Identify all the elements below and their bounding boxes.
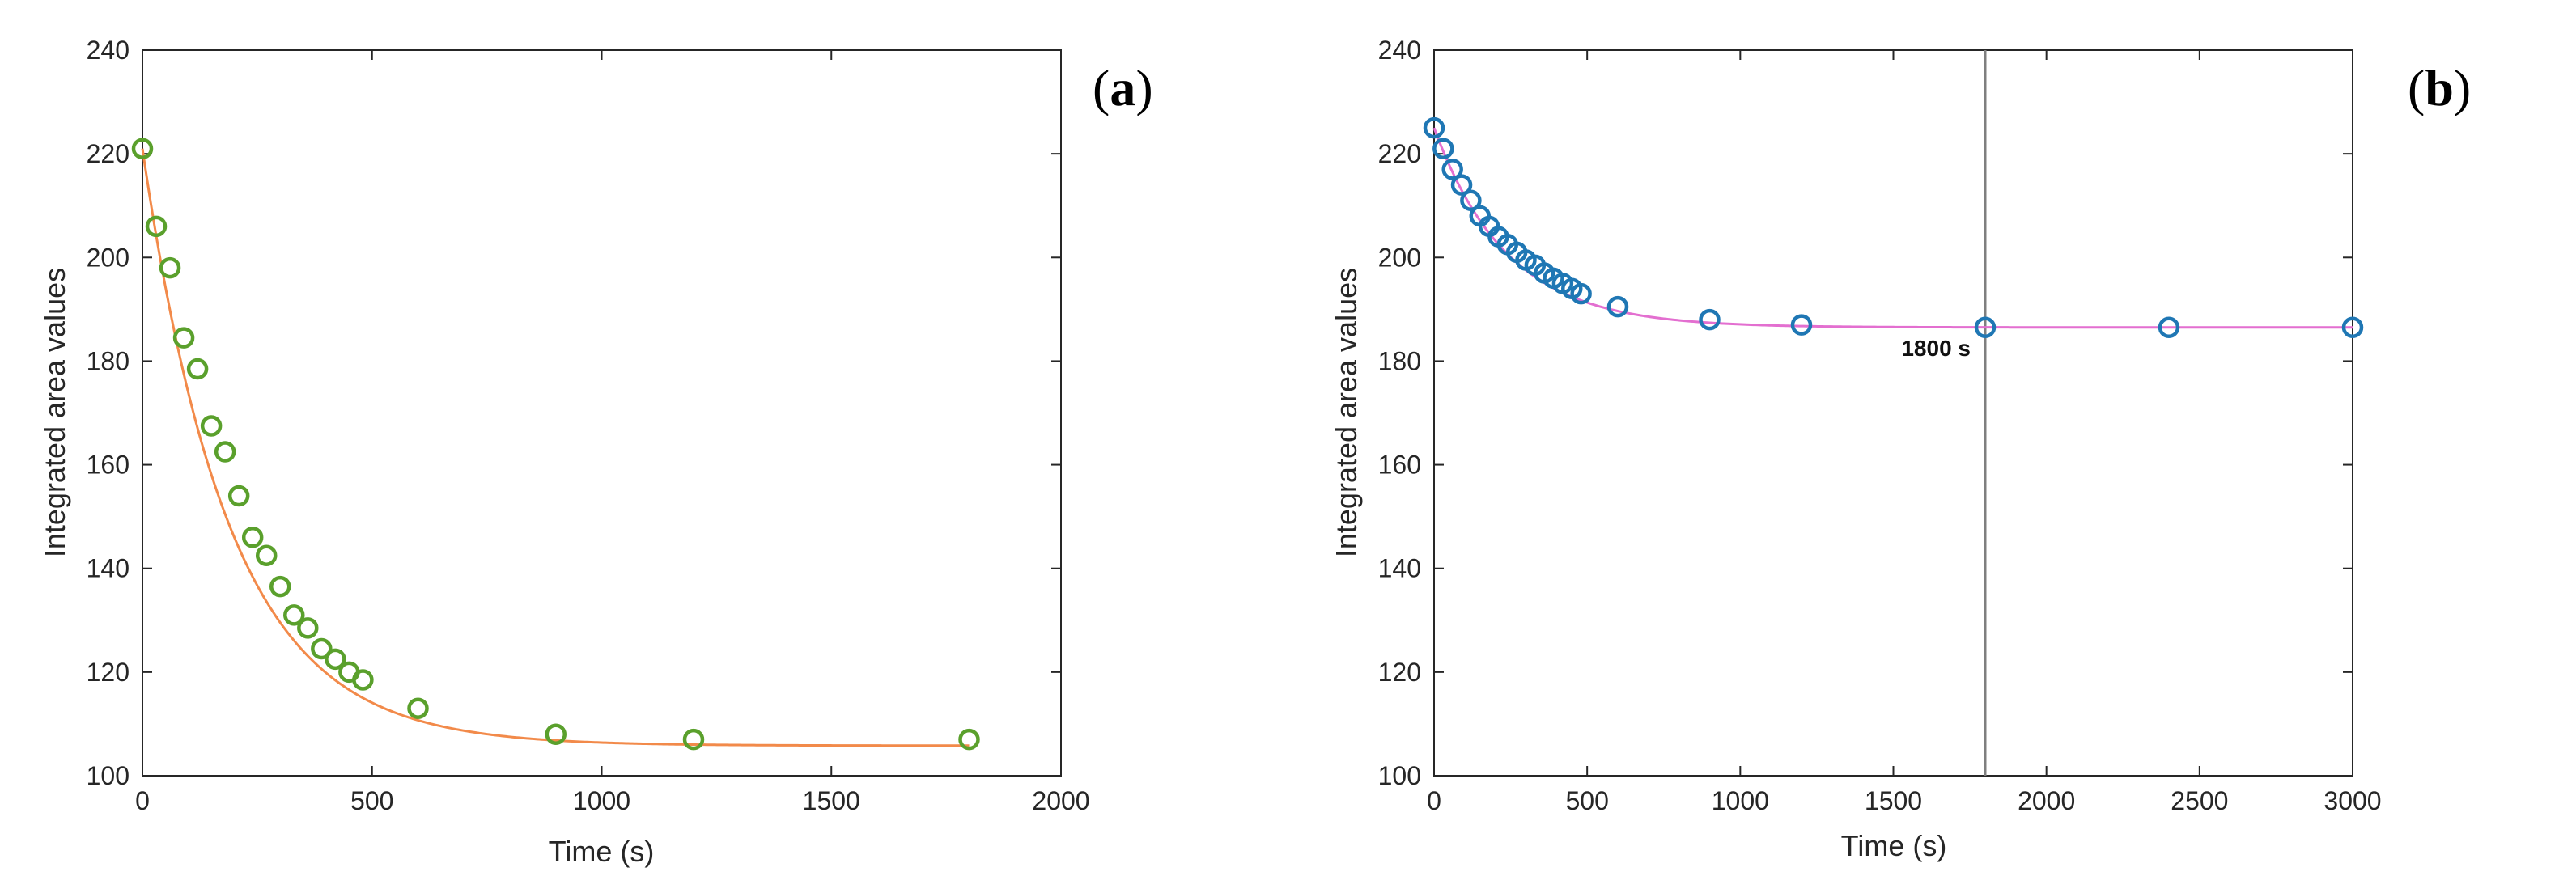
y-tick-label: 160 [1378,451,1421,480]
panel-a: 0 500 1000 1500 2000 100 120 140 160 180 200 220 240… [38,36,1153,868]
data-point [1570,282,1592,305]
x-tick-label: 0 [1427,786,1441,815]
x-tick-label: 2000 [2018,786,2075,815]
data-point [311,637,333,660]
data-point [227,485,250,507]
data-point [283,604,305,626]
x-tick-label: 1000 [573,786,630,815]
y-tick-label: 100 [1378,761,1421,790]
data-point [297,617,319,639]
panel-b-label: (b) [2408,59,2471,116]
data-point [545,723,567,745]
y-tick-label: 240 [1378,36,1421,65]
y-tick-label: 100 [87,761,129,790]
data-point [214,441,236,463]
x-tick-label: 1500 [1865,786,1922,815]
data-point [1423,116,1445,139]
panel-a-y-axis-title: Integrated area values [38,268,71,557]
data-point [958,728,980,751]
y-tick-label: 160 [87,451,129,480]
y-tick-label: 120 [1378,658,1421,687]
panel-b-marker-label: 1800 s [1901,336,1971,361]
data-point [255,544,278,566]
panel-b-ticks: 0 500 1000 1500 2000 2500 3000 100 120 140 160 180 2… [1378,36,2382,815]
panel-a-data-points [131,138,980,751]
x-tick-label: 2000 [1032,786,1089,815]
y-tick-label: 180 [87,346,129,375]
panel-b-fit-curve [1432,127,2353,329]
y-tick-label: 200 [87,243,129,272]
y-tick-label: 140 [87,554,129,583]
data-point [1606,295,1629,318]
x-tick-label: 500 [1565,786,1608,815]
x-tick-label: 500 [350,786,393,815]
panel-a-ticks: 0 500 1000 1500 2000 100 120 140 160 180 200 220 240 [87,36,1090,815]
panel-b-plot-area [1433,49,2353,777]
panel-a-label: (a) [1093,59,1153,116]
data-point [682,728,705,751]
y-tick-label: 220 [1378,139,1421,168]
panel-b: 0 500 1000 1500 2000 2500 3000 100 120 140 160 180 2… [1330,36,2471,862]
data-point [131,138,154,159]
data-point [1441,159,1463,180]
panel-a-x-axis-title: Time (s) [549,835,655,868]
data-point [145,215,168,238]
data-point [200,415,223,437]
data-point [1974,316,1997,339]
data-point [1432,138,1454,159]
x-tick-label: 0 [135,786,150,815]
y-tick-label: 240 [87,36,129,65]
panel-b-x-axis-title: Time (s) [1841,829,1947,862]
y-tick-label: 220 [87,139,129,168]
y-tick-label: 180 [1378,346,1421,375]
x-tick-label: 3000 [2323,786,2381,815]
data-point [2158,316,2180,339]
data-point [1450,174,1473,196]
data-point [186,358,209,380]
x-tick-label: 1500 [803,786,860,815]
x-tick-label: 1000 [1712,786,1769,815]
x-tick-label: 2500 [2171,786,2228,815]
panel-a-fit-curve [141,148,970,747]
data-point [1460,189,1482,212]
y-tick-label: 120 [87,658,129,687]
data-point [241,527,264,548]
y-tick-label: 200 [1378,243,1421,272]
panel-b-y-axis-title: Integrated area values [1330,268,1363,557]
data-point [2341,316,2364,339]
panel-a-plot-area [142,49,1062,777]
data-point [1699,308,1721,331]
data-point [1790,314,1813,336]
data-point [159,256,181,279]
data-point [407,697,429,719]
panel-b-data-points [1423,116,2364,339]
y-tick-label: 140 [1378,554,1421,583]
data-point [269,575,291,598]
data-point [325,648,346,671]
data-point [352,669,374,691]
data-point [172,327,195,349]
